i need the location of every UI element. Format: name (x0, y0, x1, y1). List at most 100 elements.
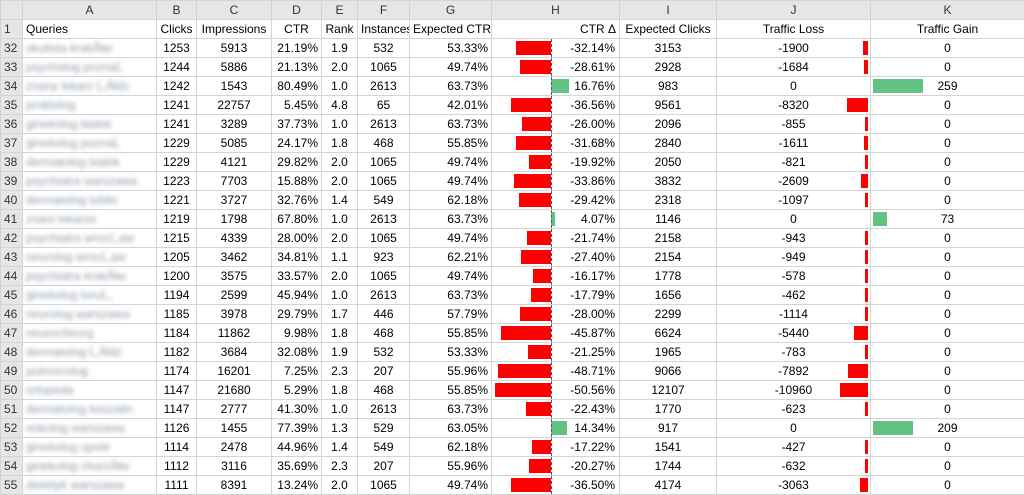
row-number[interactable]: 41 (1, 210, 23, 229)
row-number[interactable]: 49 (1, 362, 23, 381)
header-cell-c[interactable]: Impressions (197, 20, 272, 39)
traffic-gain-cell[interactable]: 0 (871, 96, 1024, 115)
traffic-gain-cell[interactable]: 0 (871, 362, 1024, 381)
instances-cell[interactable]: 446 (358, 305, 410, 324)
ctr-cell[interactable]: 67.80% (272, 210, 322, 229)
expected-clicks-cell[interactable]: 1965 (620, 343, 717, 362)
traffic-gain-cell[interactable]: 0 (871, 400, 1024, 419)
traffic-loss-cell[interactable]: -1097 (717, 191, 871, 210)
traffic-loss-cell[interactable]: -5440 (717, 324, 871, 343)
traffic-loss-cell[interactable]: -623 (717, 400, 871, 419)
expected-ctr-cell[interactable]: 63.73% (410, 286, 492, 305)
row-number[interactable]: 54 (1, 457, 23, 476)
clicks-cell[interactable]: 1241 (157, 96, 197, 115)
ctr-cell[interactable]: 15.88% (272, 172, 322, 191)
ctr-delta-cell[interactable]: -17.79% (492, 286, 620, 305)
ctr-cell[interactable]: 45.94% (272, 286, 322, 305)
traffic-loss-cell[interactable]: -855 (717, 115, 871, 134)
ctr-cell[interactable]: 28.00% (272, 229, 322, 248)
row-number[interactable]: 36 (1, 115, 23, 134)
expected-clicks-cell[interactable]: 2096 (620, 115, 717, 134)
traffic-loss-cell[interactable]: -2609 (717, 172, 871, 191)
impressions-cell[interactable]: 22757 (197, 96, 272, 115)
traffic-loss-cell[interactable]: 0 (717, 77, 871, 96)
ctr-delta-cell[interactable]: -22.43% (492, 400, 620, 419)
clicks-cell[interactable]: 1194 (157, 286, 197, 305)
traffic-gain-cell[interactable]: 0 (871, 438, 1024, 457)
traffic-gain-cell[interactable]: 0 (871, 39, 1024, 58)
clicks-cell[interactable]: 1229 (157, 153, 197, 172)
column-header-b[interactable]: B (157, 1, 197, 20)
query-cell[interactable]: ginekolog toruĹ„ (23, 286, 157, 305)
ctr-delta-cell[interactable]: -21.74% (492, 229, 620, 248)
row-number[interactable]: 37 (1, 134, 23, 153)
expected-ctr-cell[interactable]: 55.96% (410, 457, 492, 476)
impressions-cell[interactable]: 3289 (197, 115, 272, 134)
row-number[interactable]: 46 (1, 305, 23, 324)
clicks-cell[interactable]: 1223 (157, 172, 197, 191)
expected-clicks-cell[interactable]: 1541 (620, 438, 717, 457)
expected-clicks-cell[interactable]: 1146 (620, 210, 717, 229)
traffic-loss-cell[interactable]: -1611 (717, 134, 871, 153)
clicks-cell[interactable]: 1114 (157, 438, 197, 457)
query-cell[interactable]: psychiatra krakĂłw (23, 267, 157, 286)
rank-cell[interactable]: 2.0 (322, 58, 358, 77)
instances-cell[interactable]: 532 (358, 39, 410, 58)
ctr-delta-cell[interactable]: -32.14% (492, 39, 620, 58)
traffic-gain-cell[interactable]: 73 (871, 210, 1024, 229)
instances-cell[interactable]: 2613 (358, 210, 410, 229)
impressions-cell[interactable]: 4121 (197, 153, 272, 172)
traffic-loss-cell[interactable]: -7892 (717, 362, 871, 381)
impressions-cell[interactable]: 1455 (197, 419, 272, 438)
traffic-gain-cell[interactable]: 0 (871, 267, 1024, 286)
ctr-delta-cell[interactable]: -31.68% (492, 134, 620, 153)
expected-ctr-cell[interactable]: 49.74% (410, 267, 492, 286)
ctr-cell[interactable]: 32.08% (272, 343, 322, 362)
query-cell[interactable]: dermatolog koszalin (23, 400, 157, 419)
impressions-cell[interactable]: 2599 (197, 286, 272, 305)
rank-cell[interactable]: 1.4 (322, 191, 358, 210)
ctr-delta-cell[interactable]: -48.71% (492, 362, 620, 381)
expected-clicks-cell[interactable]: 2318 (620, 191, 717, 210)
traffic-loss-cell[interactable]: -3063 (717, 476, 871, 495)
ctr-delta-cell[interactable]: -16.17% (492, 267, 620, 286)
query-cell[interactable]: ginekolog chorzĂłw (23, 457, 157, 476)
traffic-gain-cell[interactable]: 0 (871, 286, 1024, 305)
expected-ctr-cell[interactable]: 62.18% (410, 191, 492, 210)
ctr-delta-cell[interactable]: -50.56% (492, 381, 620, 400)
ctr-delta-cell[interactable]: -17.22% (492, 438, 620, 457)
rank-cell[interactable]: 2.0 (322, 172, 358, 191)
clicks-cell[interactable]: 1111 (157, 476, 197, 495)
expected-clicks-cell[interactable]: 983 (620, 77, 717, 96)
traffic-loss-cell[interactable]: -1114 (717, 305, 871, 324)
rank-cell[interactable]: 1.8 (322, 134, 358, 153)
clicks-cell[interactable]: 1174 (157, 362, 197, 381)
ctr-delta-cell[interactable]: -33.86% (492, 172, 620, 191)
query-cell[interactable]: neurolog wrocĹ‚aw (23, 248, 157, 267)
query-cell[interactable]: onkolog warszawa (23, 419, 157, 438)
expected-ctr-cell[interactable]: 62.21% (410, 248, 492, 267)
expected-ctr-cell[interactable]: 62.18% (410, 438, 492, 457)
impressions-cell[interactable]: 16201 (197, 362, 272, 381)
traffic-loss-cell[interactable]: -821 (717, 153, 871, 172)
ctr-cell[interactable]: 44.96% (272, 438, 322, 457)
query-cell[interactable]: dietetyk warszawa (23, 476, 157, 495)
instances-cell[interactable]: 529 (358, 419, 410, 438)
query-cell[interactable]: dermatolog bialsk (23, 153, 157, 172)
ctr-cell[interactable]: 5.45% (272, 96, 322, 115)
query-cell[interactable]: neurochirurg (23, 324, 157, 343)
row-number[interactable]: 42 (1, 229, 23, 248)
column-header-a[interactable]: A (23, 1, 157, 20)
traffic-loss-cell[interactable]: -578 (717, 267, 871, 286)
expected-ctr-cell[interactable]: 42.01% (410, 96, 492, 115)
query-cell[interactable]: ginekolog opole (23, 438, 157, 457)
column-header-d[interactable]: D (272, 1, 322, 20)
ctr-cell[interactable]: 32.76% (272, 191, 322, 210)
ctr-cell[interactable]: 5.29% (272, 381, 322, 400)
traffic-gain-cell[interactable]: 0 (871, 191, 1024, 210)
impressions-cell[interactable]: 3684 (197, 343, 272, 362)
expected-clicks-cell[interactable]: 1744 (620, 457, 717, 476)
instances-cell[interactable]: 1065 (358, 58, 410, 77)
clicks-cell[interactable]: 1147 (157, 400, 197, 419)
ctr-delta-cell[interactable]: -27.40% (492, 248, 620, 267)
